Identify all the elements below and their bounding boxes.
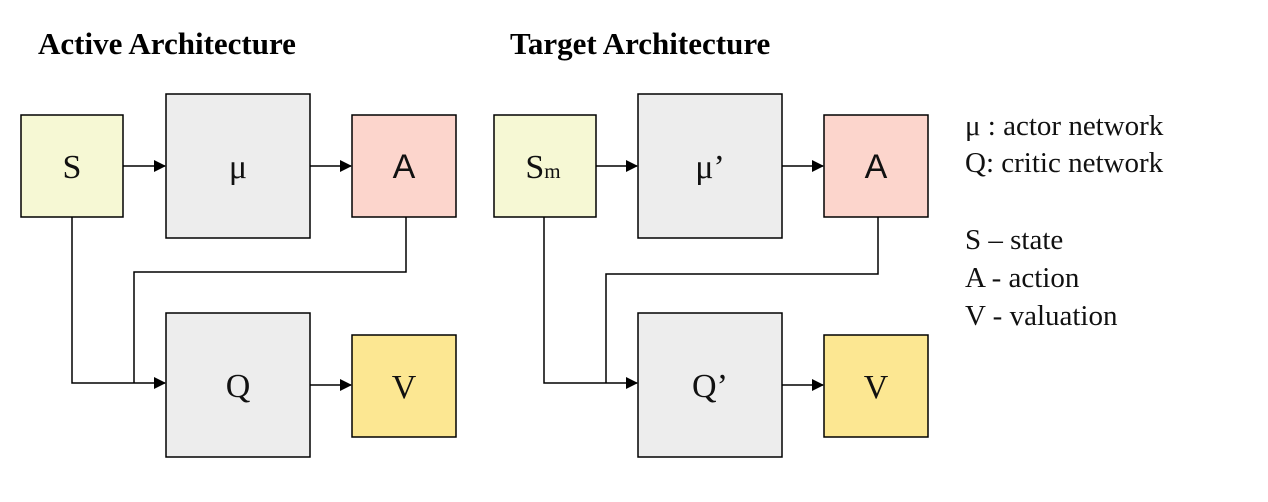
target-edge-action-to-critic: [605, 217, 879, 383]
active-state-label: S: [63, 149, 82, 186]
target-value-label: V: [864, 369, 889, 406]
target-state-box: [493, 114, 597, 218]
target-edge-state-to-critic: [543, 217, 638, 389]
target-action-label: A: [865, 148, 888, 186]
target-state-label: Sm: [525, 149, 560, 186]
target-actor-box: [637, 93, 783, 239]
target-architecture-title: Target Architecture: [510, 26, 770, 61]
active-critic-label: Q: [226, 368, 251, 405]
active-state-box: [20, 114, 124, 218]
active-action-label: A: [393, 148, 416, 186]
legend-line-state: S – state: [965, 224, 1063, 256]
active-value-box: [351, 334, 457, 438]
legend: μ : actor network Q: critic network S – …: [965, 110, 1164, 332]
target-actor-label: μ’: [695, 149, 725, 186]
legend-line-actor: μ : actor network: [965, 110, 1164, 142]
active-action-box: [351, 114, 457, 218]
target-architecture: Target Architecture Sm μ’ A Q’ V: [493, 26, 929, 458]
legend-line-critic: Q: critic network: [965, 147, 1164, 179]
legend-line-action: A - action: [965, 262, 1080, 294]
active-value-label: V: [392, 369, 417, 406]
active-architecture: Active Architecture S μ A Q V: [20, 26, 457, 458]
target-action-box: [823, 114, 929, 218]
target-critic-box: [637, 312, 783, 458]
target-state-label-main: S: [525, 149, 544, 186]
active-actor-label: μ: [229, 149, 247, 186]
target-value-box: [823, 334, 929, 438]
target-state-label-sub: m: [544, 159, 560, 183]
target-critic-label: Q’: [692, 368, 728, 405]
active-actor-box: [165, 93, 311, 239]
active-critic-box: [165, 312, 311, 458]
active-edge-action-to-critic: [133, 217, 407, 383]
legend-line-valuation: V - valuation: [965, 300, 1118, 332]
active-edge-state-to-critic: [71, 217, 166, 389]
active-architecture-title: Active Architecture: [38, 26, 296, 61]
